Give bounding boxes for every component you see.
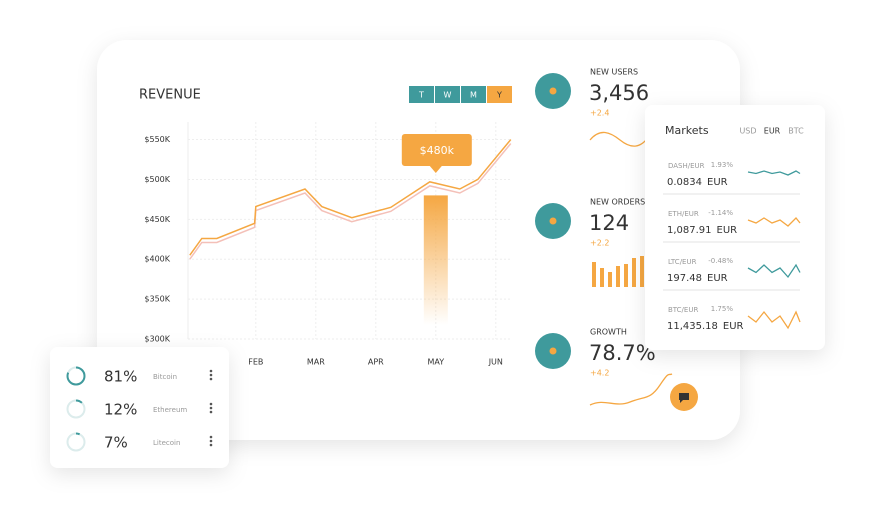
menu-dot	[209, 435, 213, 439]
sparkline	[747, 263, 801, 279]
x-tick-label: APR	[368, 358, 384, 367]
revenue-title: REVENUE	[139, 88, 201, 103]
tab[interactable]	[461, 86, 486, 103]
x-tick-label: FEB	[248, 358, 263, 367]
menu-dot	[209, 439, 213, 443]
revenue-line	[189, 139, 512, 256]
stat-icon-glyph	[549, 347, 557, 355]
price: 11,435.18	[667, 321, 718, 332]
markets-list: USD EUR BTC DASH/EUR 1.93% 0.0834 EUR ETH/EUR -1…	[663, 127, 804, 332]
coin-name: Litecoin	[153, 439, 180, 447]
revenue-line-shadow	[189, 143, 512, 260]
tab[interactable]	[435, 86, 460, 103]
markets-card	[645, 105, 825, 350]
menu-dot	[209, 443, 213, 447]
change: -1.14%	[708, 209, 733, 217]
sparkline	[747, 170, 801, 176]
tab-label: T	[418, 91, 424, 100]
stat-value: 78.7%	[589, 341, 656, 365]
unit: EUR	[723, 321, 744, 332]
more-menu[interactable]	[209, 369, 213, 381]
stat-delta: +2.2	[590, 239, 609, 248]
stats: NEW USERS 3,456 +2.4 NEW ORDERS 124 +2.2 GROWT…	[535, 68, 656, 378]
sparkline	[747, 310, 801, 330]
coin-percent: 12%	[104, 401, 137, 419]
menu-dot	[209, 369, 213, 373]
coin-name: Bitcoin	[153, 373, 177, 381]
currency-tab[interactable]: BTC	[788, 127, 804, 136]
y-tick-label: $300K	[144, 335, 170, 344]
growth-sparkline	[589, 373, 673, 406]
pair: DASH/EUR	[668, 162, 705, 170]
tab[interactable]	[487, 86, 512, 103]
y-tick-label: $550K	[144, 135, 170, 144]
menu-dot	[209, 402, 213, 406]
coins-card	[50, 347, 229, 468]
x-tick-label: MAR	[307, 358, 325, 367]
menu-dot	[209, 373, 213, 377]
stat-label: NEW ORDERS	[590, 198, 645, 207]
revenue-chart: T W M Y $300K $350K $400K $450K $500K $550K FEB MAR…	[144, 86, 512, 367]
stat-label: GROWTH	[590, 328, 627, 337]
stat-delta: +4.2	[590, 369, 609, 378]
unit: EUR	[707, 177, 728, 188]
x-tick-label: JUN	[488, 358, 503, 367]
pair: LTC/EUR	[668, 258, 697, 266]
menu-dot	[209, 410, 213, 414]
ring-progress	[66, 399, 86, 419]
pair: BTC/EUR	[668, 306, 698, 314]
price: 1,087.91	[667, 225, 712, 236]
more-menu[interactable]	[209, 435, 213, 447]
menu-dot	[209, 377, 213, 381]
stat-icon-glyph	[549, 87, 557, 95]
stat-value: 3,456	[589, 81, 649, 105]
stat-delta: +2.4	[590, 109, 609, 118]
highlight-bar	[423, 195, 448, 325]
currency-tab[interactable]: EUR	[764, 127, 781, 136]
tab-label: M	[470, 91, 477, 100]
sparkline	[747, 217, 801, 227]
y-tick-label: $350K	[144, 295, 170, 304]
chat-icon	[679, 393, 689, 403]
y-tick-label: $400K	[144, 255, 170, 264]
price: 197.48	[667, 273, 702, 284]
menu-dot	[209, 406, 213, 410]
coins-list: 81% Bitcoin 12% Ethereum 7% Litecoin	[66, 366, 213, 452]
change: 1.75%	[711, 305, 734, 313]
change: 1.93%	[711, 161, 734, 169]
tooltip-label: $480k	[420, 144, 455, 157]
pair: ETH/EUR	[668, 210, 699, 218]
coin-percent: 7%	[104, 434, 128, 452]
price: 0.0834	[667, 177, 702, 188]
orders-bars	[592, 256, 644, 287]
tooltip-pointer	[429, 166, 442, 173]
ring-progress	[66, 366, 86, 386]
users-sparkline	[589, 131, 651, 147]
coin-name: Ethereum	[153, 406, 187, 414]
tab-label: Y	[496, 91, 502, 100]
unit: EUR	[707, 273, 728, 284]
tab[interactable]	[409, 86, 434, 103]
currency-tab[interactable]: USD	[739, 127, 756, 136]
x-tick-label: MAY	[427, 358, 444, 367]
ring-progress	[66, 432, 86, 452]
y-tick-label: $500K	[144, 175, 170, 184]
tab-label: W	[444, 91, 452, 100]
tooltip	[401, 134, 472, 166]
stat-icon-glyph	[549, 217, 557, 225]
change: -0.48%	[708, 257, 733, 265]
markets-title: Markets	[665, 124, 709, 137]
unit: EUR	[717, 225, 738, 236]
more-menu[interactable]	[209, 402, 213, 414]
coin-percent: 81%	[104, 368, 137, 386]
y-tick-label: $450K	[144, 215, 170, 224]
stat-label: NEW USERS	[590, 68, 638, 77]
stat-value: 124	[589, 211, 629, 235]
